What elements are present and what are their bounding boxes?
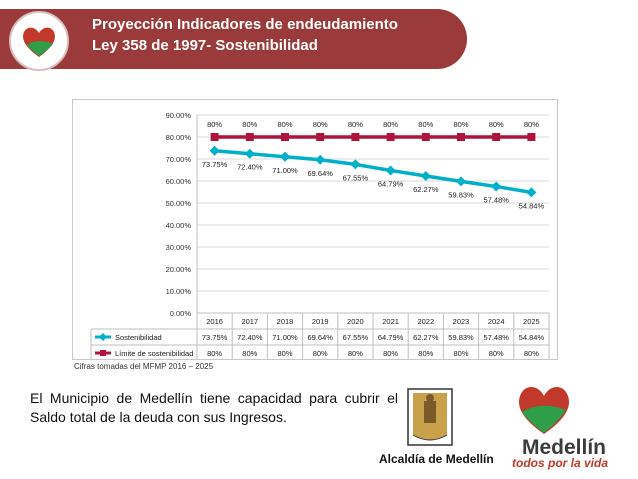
y-tick-label: 0.00% [170,309,192,318]
data-point [350,159,361,170]
data-point [456,176,466,187]
table-cell: 57.48% [483,333,509,342]
table-cell: 80% [383,349,398,358]
source-note: Cifras tomadas del MFMP 2016 – 2025 [74,362,214,371]
sustainability-chart: 0.00% 10.00% 20.00% 30.00% 40.00% 50.00% 60.00… [90,111,550,362]
x-tick-label: 2022 [417,317,434,326]
y-tick-label: 90.00% [166,111,192,120]
data-label: 59.83% [448,190,474,199]
data-point [244,148,255,159]
data-point [210,133,219,141]
y-tick-label: 20.00% [166,265,192,274]
data-point [245,133,254,141]
data-label: 69.64% [307,169,333,178]
table-cell: 80% [489,349,504,358]
legend-label: Límite de sostenibilidad [115,349,193,358]
table-cell: 80% [453,349,468,358]
table-cell: 54.84% [519,333,545,342]
table-cell: 80% [242,349,257,358]
data-point [526,187,537,198]
data-point [209,145,220,156]
x-tick-label: 2025 [523,317,540,326]
y-tick-label: 70.00% [166,155,192,164]
brand-slogan: todos por la vida [512,456,609,470]
brand-name: Medellín [522,436,607,459]
data-label: 62.27% [413,185,439,194]
table-cell: 69.64% [307,333,333,342]
data-point [351,133,360,141]
data-point [420,171,431,182]
data-point [316,133,325,141]
y-tick-label: 80.00% [166,133,192,142]
data-point [491,181,502,192]
data-label: 64.79% [378,179,404,188]
data-label: 80% [489,120,504,129]
data-point [527,133,536,141]
y-tick-label: 10.00% [166,287,192,296]
title-banner [0,9,467,69]
table-cell: 80% [313,349,328,358]
data-label: 80% [242,120,257,129]
table-cell: 72.40% [237,333,263,342]
data-point [315,154,326,165]
table-cell: 73.75% [202,333,228,342]
x-tick-label: 2024 [488,317,505,326]
table-cell: 80% [418,349,433,358]
data-point [280,151,290,162]
legend-marker [99,333,107,341]
data-label: 80% [348,120,363,129]
legend-label: Sostenibilidad [115,333,162,342]
y-tick-label: 60.00% [166,177,192,186]
table-cell: 62.27% [413,333,439,342]
series-line-1 [214,149,532,195]
data-label: 71.00% [272,166,298,175]
x-tick-label: 2017 [241,317,258,326]
medellin-heart-icon [510,378,578,438]
y-tick-label: 30.00% [166,243,192,252]
data-label: 72.40% [237,163,263,172]
y-tick-label: 50.00% [166,199,192,208]
chart-frame: 0.00% 10.00% 20.00% 30.00% 40.00% 50.00% 60.00… [72,99,558,362]
table-cell: 64.79% [378,333,404,342]
data-label: 80% [418,120,433,129]
data-label: 73.75% [202,160,228,169]
x-tick-label: 2019 [312,317,329,326]
data-point [421,133,430,141]
table-cell: 80% [207,349,222,358]
data-point [281,133,289,141]
coat-of-arms-icon [404,387,456,447]
heart-logo [9,11,69,71]
legend-marker [100,350,106,356]
data-label: 80% [313,120,328,129]
x-tick-label: 2016 [206,317,223,326]
x-tick-label: 2018 [277,317,294,326]
data-label: 80% [524,120,539,129]
table-cell: 67.55% [343,333,369,342]
data-label: 54.84% [519,201,545,210]
page-subtitle: Ley 358 de 1997- Sostenibilidad [92,37,318,54]
table-cell: 80% [348,349,363,358]
data-label: 80% [277,120,292,129]
table-cell: 71.00% [272,333,298,342]
x-tick-label: 2020 [347,317,364,326]
table-cell: 59.83% [448,333,474,342]
data-label: 80% [383,120,398,129]
data-label: 80% [207,120,222,129]
data-label: 80% [453,120,468,129]
y-tick-label: 40.00% [166,221,192,230]
page-title: Proyección Indicadores de endeudamiento [92,16,398,33]
data-point [492,133,501,141]
data-point [386,133,395,141]
data-label: 57.48% [483,196,509,205]
data-label: 67.55% [343,173,369,182]
data-point [385,165,396,176]
alcaldia-label: Alcaldía de Medellín [379,452,494,466]
x-tick-label: 2023 [453,317,470,326]
data-point [457,133,465,141]
conclusion-text: El Municipio de Medellín tiene capacidad… [30,390,398,425]
x-tick-label: 2021 [382,317,399,326]
table-cell: 80% [277,349,292,358]
table-cell: 80% [524,349,539,358]
